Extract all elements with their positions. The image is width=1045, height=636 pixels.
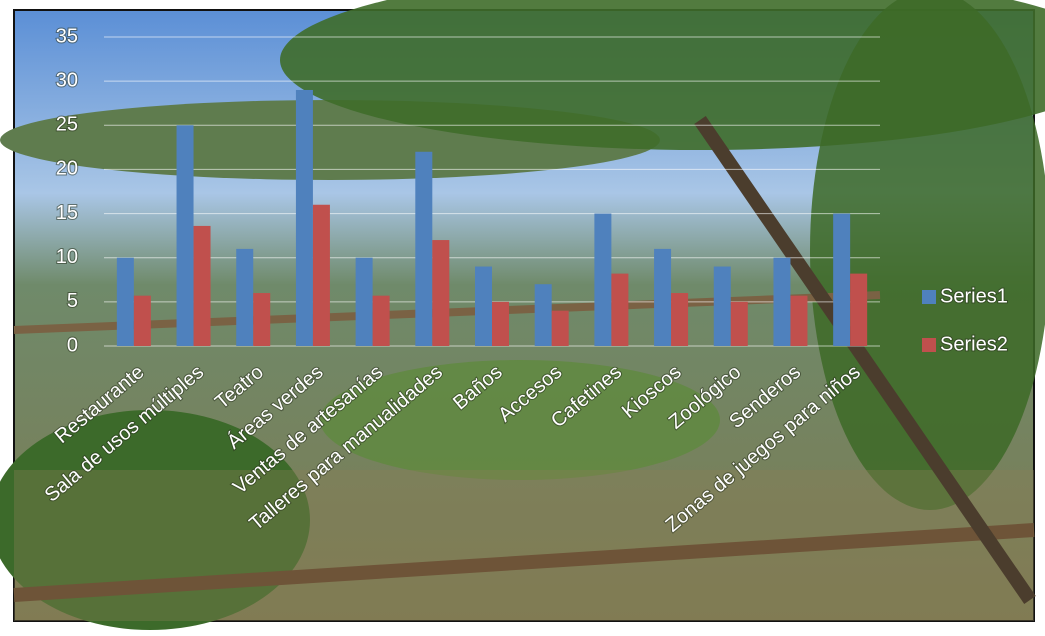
bar [773, 257, 791, 346]
legend-swatch [922, 290, 936, 304]
y-tick-label: 25 [56, 114, 78, 136]
bar [654, 248, 672, 346]
legend-label: Series1 [940, 285, 1008, 307]
legend-label: Series2 [940, 333, 1008, 355]
bar [492, 301, 509, 346]
bar [790, 295, 808, 346]
bar [713, 266, 731, 346]
y-tick-label: 10 [56, 246, 78, 268]
bar [432, 240, 450, 346]
bar [133, 295, 151, 346]
bar [534, 284, 552, 346]
bar [833, 213, 851, 346]
bar [611, 273, 629, 346]
y-tick-label: 0 [67, 334, 78, 356]
y-tick-label: 15 [56, 202, 78, 224]
bar [176, 125, 194, 347]
bar [671, 293, 689, 346]
bar [475, 266, 492, 346]
bar [116, 257, 134, 346]
bar [372, 295, 390, 346]
bar [730, 301, 748, 346]
bar [253, 293, 271, 346]
bar [312, 204, 330, 346]
bar [551, 310, 569, 346]
bar [415, 151, 433, 346]
bar [594, 213, 612, 346]
legend-swatch [922, 338, 936, 352]
bar [355, 257, 373, 346]
bar [236, 248, 254, 346]
y-tick-label: 35 [56, 25, 78, 47]
bar [193, 225, 211, 346]
bar [850, 273, 868, 346]
y-tick-label: 30 [56, 69, 78, 91]
bar [295, 89, 313, 346]
y-tick-label: 5 [67, 290, 78, 312]
y-tick-label: 20 [56, 158, 78, 180]
